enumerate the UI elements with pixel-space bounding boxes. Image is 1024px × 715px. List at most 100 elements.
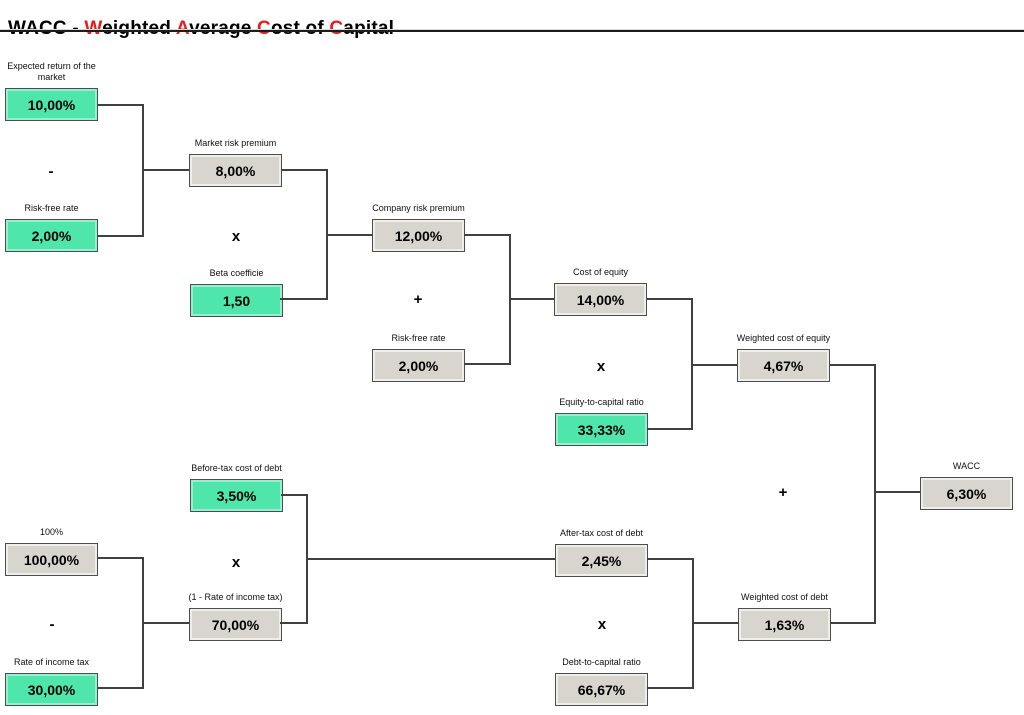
node-weighted-cost-of-equity: Weighted cost of equity 4,67% — [737, 333, 830, 382]
connector-line — [98, 557, 144, 559]
connector-line — [874, 364, 876, 624]
node-label: Rate of income tax — [13, 657, 90, 667]
connector-line — [280, 622, 308, 624]
computed-value-box: 12,00% — [372, 219, 465, 252]
operator-multiply: x — [231, 554, 241, 571]
operator-minus: - — [49, 616, 55, 633]
node-label: Risk-free rate — [391, 333, 446, 343]
connector-line — [98, 235, 144, 237]
input-value-box[interactable]: 2,00% — [5, 219, 98, 252]
title-segment: verage — [189, 18, 257, 39]
computed-value-box: 6,30% — [920, 477, 1013, 510]
title-segment: eighted — [102, 18, 176, 39]
computed-value-box: 8,00% — [189, 154, 282, 187]
connector-line — [98, 104, 144, 106]
node-debt-to-capital-ratio: Debt-to-capital ratio 66,67% — [555, 657, 648, 706]
connector-line — [830, 364, 875, 366]
connector-line — [694, 622, 738, 624]
node-label: Equity-to-capital ratio — [559, 397, 644, 407]
node-label: Risk-free rate — [24, 203, 79, 213]
node-company-risk-premium: Company risk premium 12,00% — [372, 203, 465, 252]
node-label: Company risk premium — [372, 203, 465, 213]
node-expected-return-of-the-market: Expected return of the market 10,00% — [5, 61, 98, 121]
node-weighted-cost-of-debt: Weighted cost of debt 1,63% — [738, 592, 831, 641]
node-cost-of-equity: Cost of equity 14,00% — [554, 267, 647, 316]
operator-multiply: x — [596, 358, 606, 375]
connector-line — [98, 687, 144, 689]
operator-minus: - — [48, 163, 54, 180]
node-label: Cost of equity — [572, 267, 629, 277]
connector-line — [326, 169, 328, 300]
node-after-tax-cost-of-debt: After-tax cost of debt 2,45% — [555, 528, 648, 577]
connector-line — [509, 234, 511, 365]
input-value-box[interactable]: 10,00% — [5, 88, 98, 121]
node-market-risk-premium: Market risk premium 8,00% — [189, 138, 282, 187]
connector-line — [876, 491, 920, 493]
node-label: After-tax cost of debt — [559, 528, 644, 538]
node-label: Weighted cost of debt — [741, 592, 828, 602]
node-label: 100% — [39, 527, 64, 537]
title-underline — [0, 29, 1024, 32]
computed-value-box: 70,00% — [189, 608, 282, 641]
connector-line — [281, 169, 327, 171]
node-hundred-percent: 100% 100,00% — [5, 527, 98, 576]
connector-line — [306, 494, 308, 624]
title-segment-accent: C — [329, 18, 343, 39]
connector-line — [693, 364, 737, 366]
computed-value-box: 14,00% — [554, 283, 647, 316]
connector-line — [830, 622, 875, 624]
input-value-box[interactable]: 1,50 — [190, 284, 283, 317]
node-one-minus-rate-of-income-tax: (1 - Rate of income tax) 70,00% — [188, 592, 283, 641]
node-label: Expected return of the market — [7, 61, 96, 82]
node-label: WACC — [952, 461, 981, 471]
connector-line — [647, 558, 693, 560]
node-equity-to-capital-ratio: Equity-to-capital ratio 33,33% — [555, 397, 648, 446]
title-segment: apital — [343, 18, 394, 39]
node-risk-free-rate-input: Risk-free rate 2,00% — [5, 203, 98, 252]
connector-line — [464, 234, 510, 236]
node-label: Weighted cost of equity — [736, 333, 831, 343]
connector-line — [464, 363, 510, 365]
connector-line — [647, 428, 692, 430]
computed-value-box: 100,00% — [5, 543, 98, 576]
title-segment: WACC - — [8, 18, 84, 39]
connector-line — [142, 104, 144, 237]
operator-multiply: x — [597, 616, 607, 633]
connector-line — [647, 298, 692, 300]
connector-line — [281, 494, 308, 496]
node-wacc-result: WACC 6,30% — [920, 461, 1013, 510]
node-label: Debt-to-capital ratio — [562, 657, 641, 667]
node-rate-of-income-tax: Rate of income tax 30,00% — [5, 657, 98, 706]
node-risk-free-rate-computed: Risk-free rate 2,00% — [372, 333, 465, 382]
computed-value-box: 1,63% — [738, 608, 831, 641]
node-beta-coefficient: Beta coefficie 1,50 — [190, 268, 283, 317]
computed-value-box: 66,67% — [555, 673, 648, 706]
connector-line — [144, 169, 189, 171]
connector-line — [328, 234, 372, 236]
node-label: Market risk premium — [194, 138, 277, 148]
node-label: Beta coefficie — [209, 268, 264, 278]
computed-value-box: 2,00% — [372, 349, 465, 382]
title-segment-accent: A — [176, 18, 189, 39]
connector-line — [511, 298, 554, 300]
node-before-tax-cost-of-debt: Before-tax cost of debt 3,50% — [190, 463, 283, 512]
node-label: Before-tax cost of debt — [191, 463, 282, 473]
operator-plus: + — [413, 291, 423, 308]
computed-value-box: 2,45% — [555, 544, 648, 577]
input-value-box[interactable]: 33,33% — [555, 413, 648, 446]
title-segment-accent: W — [84, 18, 102, 39]
page-title: WACC - Weighted Average Cost of Capital — [8, 18, 394, 40]
title-segment-accent: C — [257, 18, 271, 39]
node-label: (1 - Rate of income tax) — [188, 592, 283, 602]
input-value-box[interactable]: 3,50% — [190, 479, 283, 512]
operator-multiply: x — [231, 228, 241, 245]
input-value-box[interactable]: 30,00% — [5, 673, 98, 706]
computed-value-box: 4,67% — [737, 349, 830, 382]
connector-line — [142, 557, 144, 689]
connector-line — [280, 298, 327, 300]
title-segment: ost of — [271, 18, 329, 39]
operator-plus: + — [778, 484, 788, 501]
connector-line — [692, 558, 694, 689]
connector-line — [144, 622, 189, 624]
